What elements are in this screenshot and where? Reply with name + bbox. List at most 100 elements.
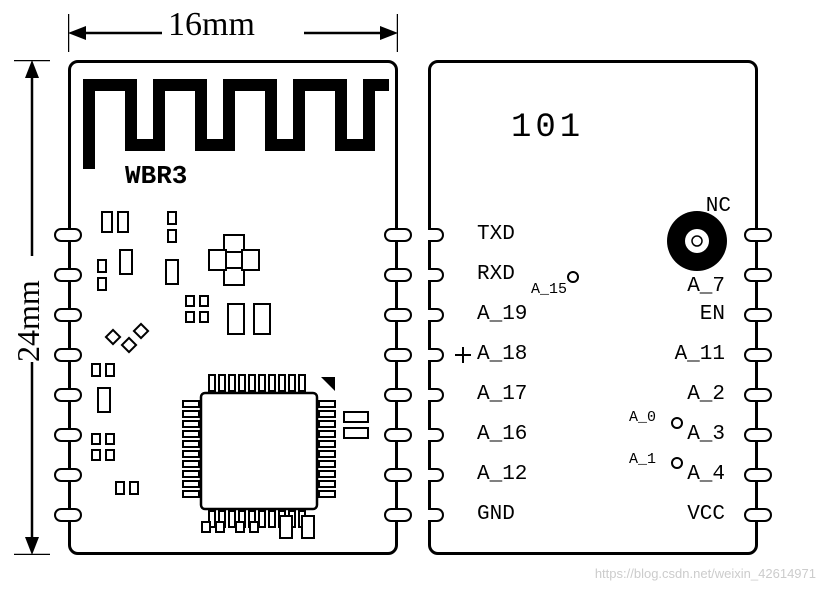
smd-component	[167, 229, 177, 243]
smd-component	[117, 211, 129, 233]
pin-a11: A_11	[675, 343, 725, 366]
castellation	[744, 268, 772, 282]
castellation	[54, 428, 82, 442]
castellation	[54, 468, 82, 482]
castellation	[384, 228, 412, 242]
smd-component	[97, 387, 111, 413]
smd-component	[215, 521, 225, 533]
castellation	[428, 348, 444, 362]
pin-rxd: RXD	[477, 263, 515, 286]
via-a15	[567, 271, 579, 283]
pin-txd: TXD	[477, 223, 515, 246]
smd-component	[129, 481, 139, 495]
castellation	[54, 388, 82, 402]
castellation	[384, 348, 412, 362]
smd-component	[115, 481, 125, 495]
castellation	[744, 228, 772, 242]
castellation	[384, 508, 412, 522]
smd-component	[235, 521, 245, 533]
pin-a19: A_19	[477, 303, 527, 326]
smd-component	[343, 427, 369, 439]
smd-component	[105, 433, 115, 445]
smd-component	[343, 411, 369, 423]
watermark: https://blog.csdn.net/weixin_42614971	[595, 566, 816, 581]
smd-component	[105, 329, 122, 346]
castellation	[428, 428, 444, 442]
castellation	[428, 388, 444, 402]
smd-component	[249, 521, 259, 533]
smd-component	[185, 311, 195, 323]
diagram-container: 16mm 24mm WBR3	[0, 0, 836, 589]
castellation	[54, 348, 82, 362]
width-label: 16mm	[168, 6, 255, 44]
castellation	[744, 428, 772, 442]
pin-gnd: GND	[477, 503, 515, 526]
castellation	[54, 268, 82, 282]
pin-a2: A_2	[687, 383, 725, 406]
pin-a12: A_12	[477, 463, 527, 486]
castellation	[744, 388, 772, 402]
back-title: 101	[511, 109, 584, 147]
castellation	[54, 308, 82, 322]
pin-a3: A_3	[687, 423, 725, 446]
smd-component	[167, 211, 177, 225]
castellation	[744, 348, 772, 362]
castellation	[744, 468, 772, 482]
smd-component	[199, 311, 209, 323]
smd-component	[227, 303, 245, 335]
smd-component	[119, 249, 133, 275]
castellation	[384, 428, 412, 442]
pcb-front: WBR3	[68, 60, 398, 555]
smd-component	[91, 433, 101, 445]
smd-component	[165, 259, 179, 285]
label-a1: A_1	[629, 451, 656, 468]
label-a0: A_0	[629, 409, 656, 426]
smd-component	[301, 515, 315, 539]
castellation	[384, 388, 412, 402]
smd-component	[201, 521, 211, 533]
via-a0	[671, 417, 683, 429]
smd-component	[97, 259, 107, 273]
pin-a16: A_16	[477, 423, 527, 446]
nc-ring-icon	[665, 209, 729, 273]
smd-component	[105, 449, 115, 461]
castellation	[744, 508, 772, 522]
castellation	[428, 508, 444, 522]
castellation	[428, 268, 444, 282]
via-a1	[671, 457, 683, 469]
castellation	[384, 468, 412, 482]
main-chip	[179, 371, 339, 531]
pin-vcc: VCC	[687, 503, 725, 526]
height-label: 24mm	[10, 280, 47, 362]
smd-component	[97, 277, 107, 291]
smd-component	[253, 303, 271, 335]
pin-en: EN	[700, 303, 725, 326]
smd-component	[279, 515, 293, 539]
castellation	[428, 308, 444, 322]
pcb-back: 101 TXD RXD A_19 A_18 A_17 A_16 A_12 GND…	[428, 60, 758, 555]
pin-nc: NC	[706, 195, 731, 218]
pin-a18: A_18	[477, 343, 527, 366]
pin-a17: A_17	[477, 383, 527, 406]
antenna-trace	[71, 63, 401, 183]
label-a15: A_15	[531, 281, 567, 298]
pin-a7: A_7	[687, 275, 725, 298]
smd-component	[101, 211, 113, 233]
castellation	[744, 308, 772, 322]
module-name-label: WBR3	[125, 161, 187, 191]
smd-component	[133, 323, 150, 340]
smd-component	[199, 295, 209, 307]
smd-component	[121, 337, 138, 354]
pin-a4: A_4	[687, 463, 725, 486]
smd-component	[91, 363, 101, 377]
smd-component	[105, 363, 115, 377]
cross-component	[207, 233, 261, 287]
castellation	[54, 228, 82, 242]
castellation	[384, 308, 412, 322]
cross-mark	[455, 347, 471, 363]
smd-component	[91, 449, 101, 461]
castellation	[428, 228, 444, 242]
smd-component	[185, 295, 195, 307]
castellation	[428, 468, 444, 482]
castellation	[54, 508, 82, 522]
